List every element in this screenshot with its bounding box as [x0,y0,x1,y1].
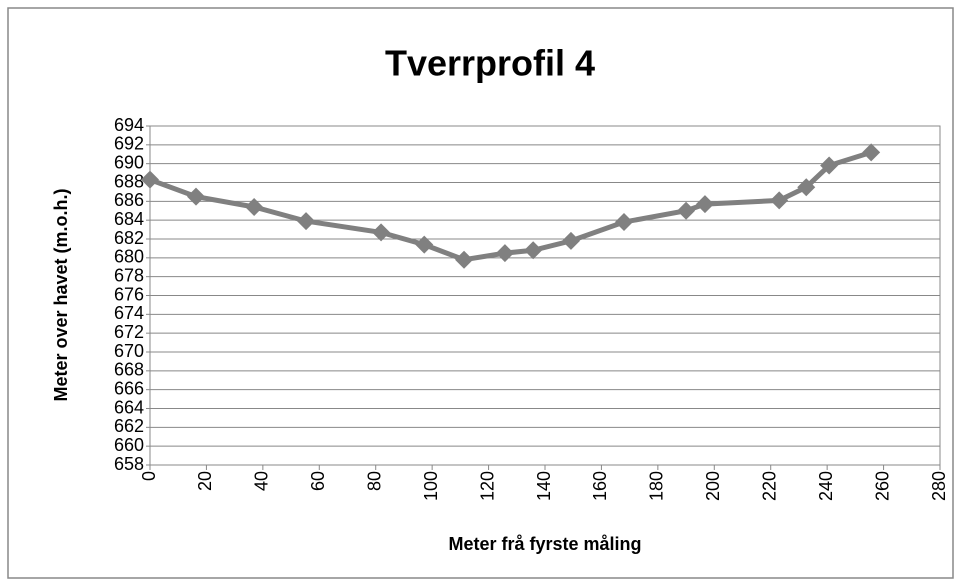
y-tick-label: 688 [114,171,144,191]
marker [372,223,391,242]
x-tick-label: 60 [308,471,328,491]
marker [797,178,816,197]
x-axis-label: Meter frå fyrste måling [448,534,641,554]
y-tick-label: 694 [114,115,144,135]
x-tick-label: 80 [364,471,384,491]
y-tick-label: 666 [114,378,144,398]
x-tick-label: 120 [477,471,497,501]
y-tick-label: 680 [114,247,144,267]
x-tick-label: 0 [139,471,159,481]
marker [415,235,434,254]
marker [695,195,714,214]
y-tick-label: 678 [114,265,144,285]
y-tick-label: 692 [114,134,144,154]
x-tick-label: 40 [252,471,272,491]
x-tick-label: 140 [534,471,554,501]
marker [495,244,514,263]
y-tick-label: 664 [114,397,144,417]
y-tick-label: 684 [114,209,144,229]
x-tick-label: 100 [421,471,441,501]
marker [561,231,580,250]
marker [186,187,205,206]
y-tick-label: 682 [114,228,144,248]
x-tick-label: 160 [590,471,610,501]
y-tick-label: 672 [114,322,144,342]
y-tick-label: 660 [114,435,144,455]
marker [297,212,316,231]
y-tick-label: 674 [114,303,144,323]
x-tick-label: 240 [816,471,836,501]
x-tick-label: 200 [703,471,723,501]
y-tick-label: 686 [114,190,144,210]
x-tick-label: 220 [759,471,779,501]
y-tick-label: 670 [114,341,144,361]
x-tick-label: 280 [929,471,949,501]
y-axis-label: Meter over havet (m.o.h.) [51,188,71,401]
x-tick-label: 180 [647,471,667,501]
y-tick-label: 668 [114,360,144,380]
marker [141,170,159,189]
y-tick-label: 658 [114,454,144,474]
marker [862,143,881,162]
y-tick-label: 690 [114,152,144,172]
marker [615,213,633,232]
marker [820,156,839,175]
y-tick-label: 662 [114,416,144,436]
x-tick-label: 20 [195,471,215,491]
marker [455,250,474,269]
y-tick-label: 676 [114,284,144,304]
chart-title: Tverrprofil 4 [385,43,595,84]
marker [245,197,264,216]
marker [677,201,696,220]
chart-frame [7,7,954,579]
marker [524,241,543,260]
marker [770,191,789,210]
x-tick-label: 260 [872,471,892,501]
